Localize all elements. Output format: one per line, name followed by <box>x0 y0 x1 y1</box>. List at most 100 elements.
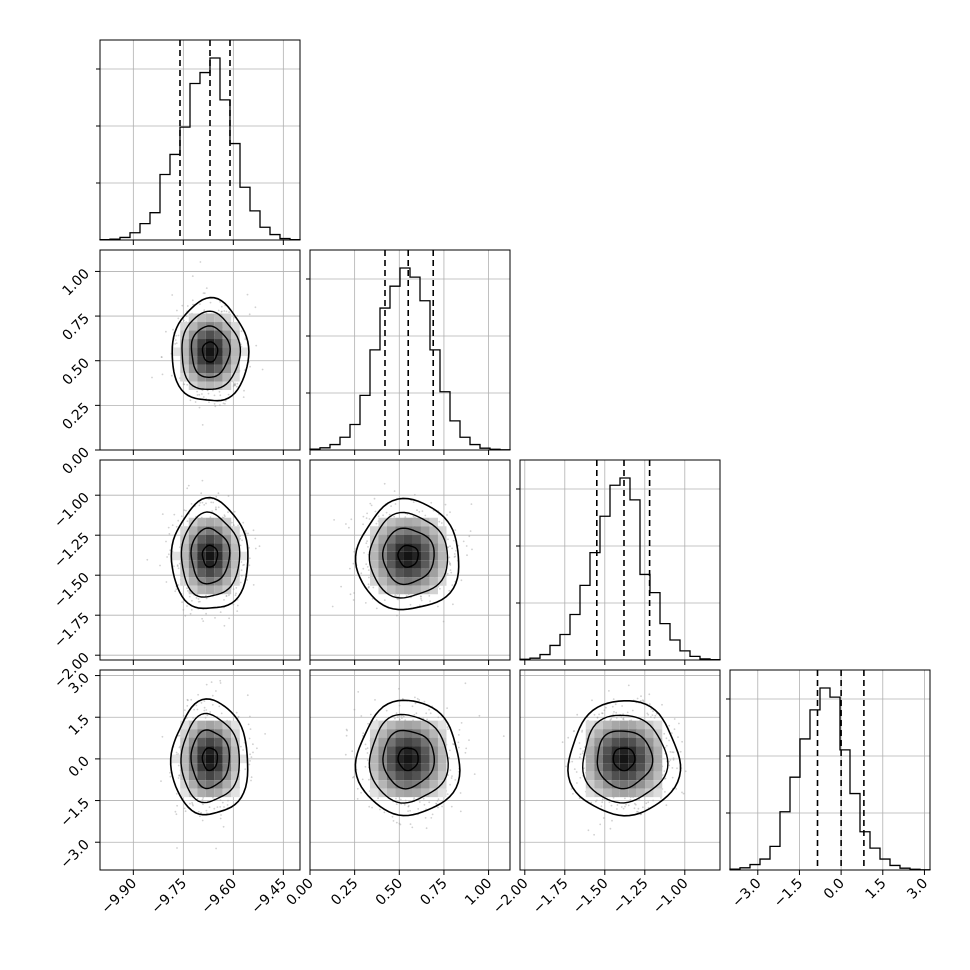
scatter-point <box>228 617 231 620</box>
scatter-point <box>190 503 193 505</box>
scatter-point <box>203 292 206 295</box>
scatter-point <box>196 390 199 393</box>
scatter-point <box>223 624 226 627</box>
scatter-point <box>352 599 355 601</box>
scatter-point <box>161 735 164 738</box>
scatter-point <box>627 684 630 687</box>
scatter-point <box>353 708 356 711</box>
scatter-point <box>192 303 194 306</box>
scatter-point <box>243 389 245 392</box>
scatter-point <box>608 690 610 692</box>
scatter-point <box>675 788 678 790</box>
scatter-point <box>437 605 439 608</box>
scatter-point <box>368 518 371 520</box>
scatter-point <box>244 338 247 341</box>
scatter-point <box>375 607 378 610</box>
scatter-point <box>673 718 676 720</box>
panel-frame <box>99 39 301 241</box>
scatter-point <box>210 681 213 683</box>
scatter-point <box>374 510 377 513</box>
scatter-point <box>182 715 185 717</box>
scatter-point <box>349 593 352 596</box>
scatter-point <box>640 695 642 698</box>
scatter-point <box>364 602 367 604</box>
scatter-point <box>248 547 251 549</box>
scatter-point <box>465 747 468 750</box>
scatter-point <box>219 682 222 684</box>
scatter-point <box>425 827 428 830</box>
scatter-point <box>160 356 163 358</box>
scatter-point <box>205 287 208 289</box>
scatter-point <box>460 579 463 582</box>
scatter-point <box>345 728 348 731</box>
scatter-point <box>673 728 676 731</box>
scatter-point <box>165 581 168 583</box>
scatter-point <box>213 403 216 405</box>
scatter-point <box>177 334 180 337</box>
scatter-point <box>333 519 335 521</box>
scatter-point <box>572 792 574 795</box>
scatter-point <box>189 399 192 402</box>
scatter-point <box>395 821 398 824</box>
scatter-point <box>235 711 238 714</box>
scatter-point <box>165 330 167 333</box>
scatter-point <box>217 492 220 495</box>
scatter-point <box>392 820 395 822</box>
scatter-point <box>201 479 204 482</box>
scatter-point <box>246 579 249 581</box>
scatter-point <box>362 732 365 735</box>
scatter-point <box>670 732 673 734</box>
scatter-point <box>248 557 251 560</box>
scatter-point <box>246 293 249 296</box>
scatter-point <box>411 826 414 829</box>
scatter-point <box>219 404 221 406</box>
scatter-point <box>360 715 363 717</box>
hist-step-line <box>99 57 301 241</box>
scatter-point <box>681 740 683 743</box>
scatter-point <box>223 310 226 312</box>
scatter-point <box>247 723 250 726</box>
scatter-point <box>208 401 210 404</box>
scatter-point <box>175 334 178 337</box>
scatter-point <box>219 611 222 613</box>
scatter-point <box>202 292 205 294</box>
scatter-point <box>248 763 251 766</box>
scatter-point <box>250 779 252 782</box>
scatter-point <box>236 604 239 607</box>
scatter-point <box>186 383 189 386</box>
scatter-point <box>167 526 170 529</box>
scatter-point <box>398 840 400 843</box>
scatter-point <box>464 682 467 685</box>
scatter-point <box>446 707 448 709</box>
scatter-point <box>244 530 247 532</box>
scatter-point <box>254 537 257 540</box>
scatter-point <box>202 396 205 398</box>
scatter-point <box>220 305 223 308</box>
scatter-point <box>215 690 217 692</box>
scatter-point <box>183 709 186 711</box>
scatter-point <box>175 813 178 816</box>
scatter-point <box>374 699 376 701</box>
scatter-point <box>450 805 453 808</box>
scatter-point <box>232 603 235 606</box>
scatter-point <box>371 806 373 809</box>
scatter-point <box>176 847 178 849</box>
scatter-point <box>249 760 252 762</box>
scatter-point <box>430 817 433 819</box>
scatter-point <box>354 548 356 550</box>
scatter-point <box>234 384 237 387</box>
scatter-point <box>180 515 183 518</box>
scatter-point <box>220 814 222 816</box>
scatter-point <box>255 344 258 347</box>
scatter-point <box>184 810 187 813</box>
scatter-point <box>171 524 174 527</box>
scatter-point <box>430 501 433 504</box>
scatter-point <box>414 696 416 699</box>
scatter-point <box>222 402 225 405</box>
scatter-point <box>176 804 179 807</box>
scatter-point <box>219 679 222 682</box>
scatter-point <box>413 493 416 496</box>
scatter-point <box>183 509 186 512</box>
scatter-point <box>353 550 356 553</box>
